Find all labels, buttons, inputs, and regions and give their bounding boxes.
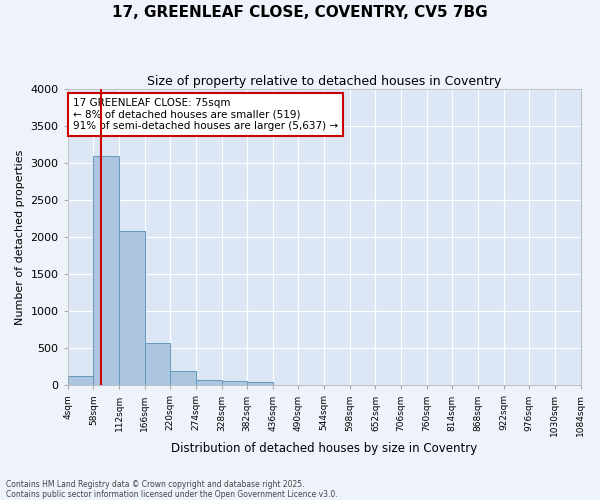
Bar bbox=[68, 376, 94, 386]
Bar bbox=[196, 380, 221, 386]
Bar bbox=[170, 371, 196, 386]
Bar bbox=[247, 382, 273, 386]
Bar bbox=[145, 343, 170, 386]
Text: Contains HM Land Registry data © Crown copyright and database right 2025.
Contai: Contains HM Land Registry data © Crown c… bbox=[6, 480, 338, 499]
Bar bbox=[94, 156, 119, 386]
Y-axis label: Number of detached properties: Number of detached properties bbox=[15, 150, 25, 325]
Bar bbox=[119, 230, 145, 386]
Bar bbox=[221, 381, 247, 386]
Title: Size of property relative to detached houses in Coventry: Size of property relative to detached ho… bbox=[147, 75, 501, 88]
Text: 17, GREENLEAF CLOSE, COVENTRY, CV5 7BG: 17, GREENLEAF CLOSE, COVENTRY, CV5 7BG bbox=[112, 5, 488, 20]
X-axis label: Distribution of detached houses by size in Coventry: Distribution of detached houses by size … bbox=[171, 442, 477, 455]
Text: 17 GREENLEAF CLOSE: 75sqm
← 8% of detached houses are smaller (519)
91% of semi-: 17 GREENLEAF CLOSE: 75sqm ← 8% of detach… bbox=[73, 98, 338, 132]
